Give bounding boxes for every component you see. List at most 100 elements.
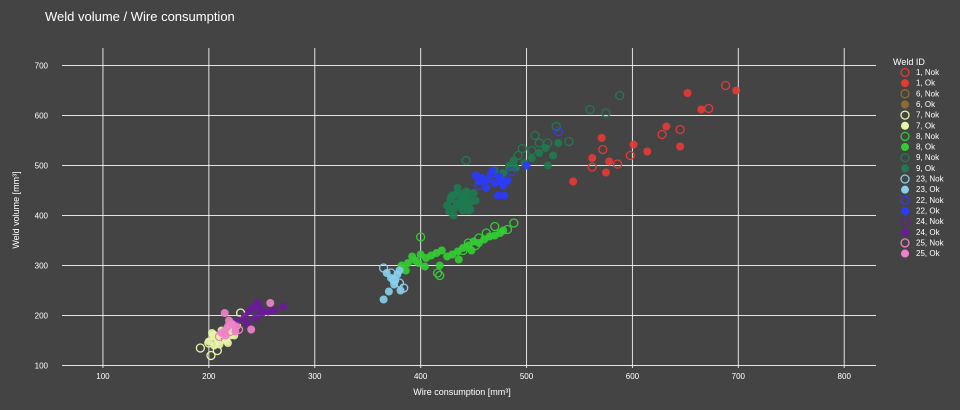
data-point[interactable] (240, 312, 249, 321)
data-point[interactable] (221, 331, 230, 340)
data-point[interactable] (676, 142, 685, 151)
data-point[interactable] (255, 304, 264, 312)
data-point[interactable] (251, 314, 260, 322)
data-point[interactable] (493, 191, 502, 200)
data-point[interactable] (657, 129, 667, 140)
data-point[interactable] (720, 80, 731, 91)
data-point[interactable] (453, 184, 462, 192)
data-point[interactable] (396, 286, 405, 295)
data-point[interactable] (500, 191, 509, 200)
data-point[interactable] (551, 121, 561, 132)
data-point[interactable] (601, 108, 611, 118)
data-point[interactable] (541, 144, 550, 152)
data-point[interactable] (391, 276, 400, 285)
data-point[interactable] (379, 295, 388, 304)
data-point[interactable] (490, 179, 499, 187)
data-point[interactable] (629, 140, 638, 149)
legend-item[interactable]: 22, Nok (900, 195, 945, 205)
data-point[interactable] (527, 154, 536, 162)
data-point[interactable] (509, 156, 518, 165)
legend-item[interactable]: 9, Nok (900, 153, 940, 163)
data-point[interactable] (683, 89, 692, 97)
legend-item[interactable]: 23, Ok (901, 185, 941, 194)
data-point[interactable] (569, 177, 578, 186)
data-point[interactable] (414, 259, 423, 267)
data-point[interactable] (697, 105, 706, 114)
data-point[interactable] (231, 327, 240, 336)
data-point[interactable] (384, 287, 393, 296)
legend-item[interactable]: 8, Nok (900, 131, 940, 142)
legend-item[interactable]: 1, Ok (901, 79, 936, 88)
data-point[interactable] (469, 189, 478, 197)
data-point[interactable] (195, 343, 206, 353)
data-point[interactable] (675, 124, 685, 135)
data-point[interactable] (224, 316, 233, 325)
data-point[interactable] (490, 221, 500, 232)
data-point[interactable] (403, 259, 412, 267)
data-point[interactable] (615, 90, 625, 101)
data-point[interactable] (210, 341, 219, 350)
data-point[interactable] (454, 255, 463, 264)
data-point[interactable] (461, 155, 471, 166)
data-point[interactable] (585, 104, 595, 115)
data-point[interactable] (435, 261, 444, 270)
legend-item[interactable]: 6, Nok (900, 89, 940, 99)
data-point[interactable] (266, 299, 275, 307)
data-point[interactable] (662, 122, 671, 131)
data-point[interactable] (482, 176, 491, 185)
data-point[interactable] (549, 151, 558, 160)
data-point[interactable] (601, 168, 610, 177)
legend-item[interactable]: 25, Ok (901, 249, 941, 258)
data-point[interactable] (588, 154, 597, 162)
data-point[interactable] (264, 307, 273, 316)
data-point[interactable] (527, 145, 537, 156)
data-point[interactable] (206, 350, 216, 361)
data-point[interactable] (612, 159, 623, 169)
data-point[interactable] (443, 201, 452, 210)
data-point[interactable] (395, 266, 404, 275)
legend-item[interactable]: 7, Ok (901, 121, 936, 130)
legend-item[interactable]: 9, Ok (901, 164, 936, 173)
data-point[interactable] (553, 126, 563, 137)
data-point[interactable] (401, 266, 410, 275)
data-point[interactable] (522, 161, 531, 170)
data-point[interactable] (704, 103, 714, 114)
data-point[interactable] (437, 246, 446, 255)
legend-item[interactable]: 25, Nok (900, 238, 945, 248)
data-point[interactable] (517, 143, 527, 154)
data-point[interactable] (564, 136, 574, 147)
data-point[interactable] (471, 171, 480, 180)
data-point[interactable] (234, 316, 243, 325)
data-point[interactable] (460, 195, 469, 204)
legend-item[interactable]: 7, Nok (900, 110, 940, 120)
data-point[interactable] (449, 211, 458, 220)
legend-item[interactable]: 6, Ok (901, 100, 936, 109)
data-point[interactable] (535, 149, 544, 157)
data-point[interactable] (208, 329, 217, 337)
data-point[interactable] (270, 306, 279, 315)
data-point[interactable] (643, 147, 652, 156)
data-point[interactable] (507, 166, 517, 177)
data-point[interactable] (530, 130, 540, 141)
data-point[interactable] (408, 252, 417, 261)
data-point[interactable] (382, 269, 391, 277)
data-point[interactable] (511, 164, 520, 172)
legend-item[interactable]: 24, Ok (901, 228, 941, 237)
data-point[interactable] (462, 187, 471, 196)
legend-item[interactable]: 22, Ok (901, 206, 941, 215)
data-point[interactable] (605, 157, 614, 166)
data-point[interactable] (597, 134, 606, 142)
data-point[interactable] (432, 268, 443, 278)
data-point[interactable] (509, 218, 519, 228)
data-point[interactable] (732, 86, 741, 95)
data-point[interactable] (474, 177, 483, 186)
legend-item[interactable]: 1, Nok (900, 67, 940, 78)
data-point[interactable] (543, 161, 552, 170)
data-point[interactable] (247, 325, 256, 334)
data-point[interactable] (242, 319, 251, 327)
data-point[interactable] (554, 139, 563, 147)
data-point[interactable] (488, 166, 497, 175)
data-point[interactable] (497, 177, 506, 186)
